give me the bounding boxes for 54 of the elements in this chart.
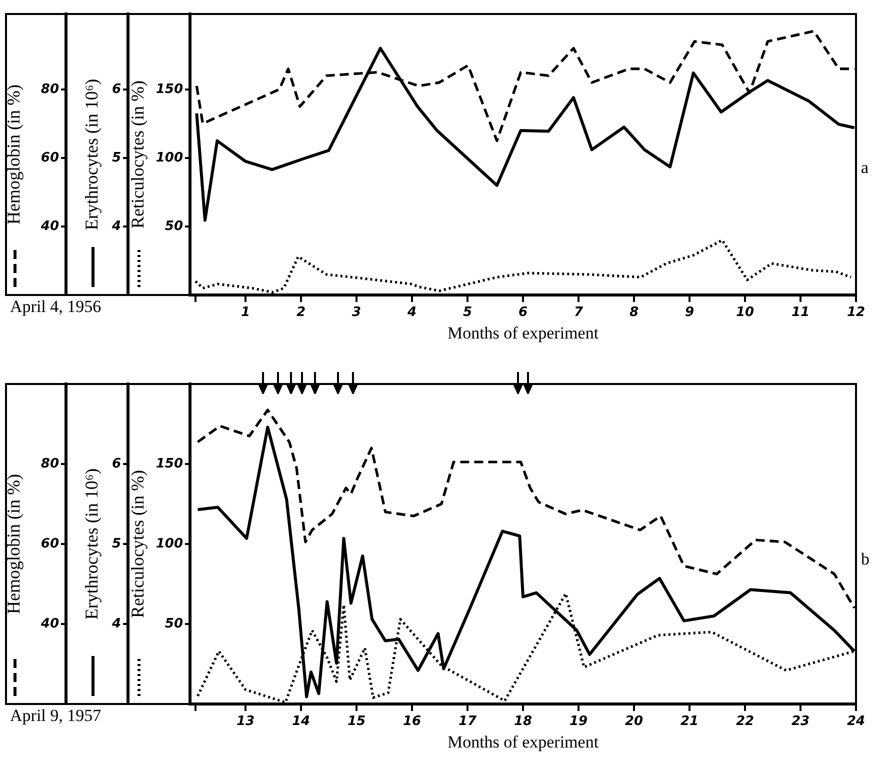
y3-tick-label: 6 (112, 82, 121, 97)
x-tick-label: 11 (791, 305, 810, 320)
text: April 4, 1956 (10, 296, 102, 316)
x-axis-title: Months of experiment (447, 732, 599, 752)
y3-tick-label: 5 (112, 536, 121, 552)
x-tick-label: 14 (292, 714, 310, 730)
x-tick-label: 12 (846, 305, 866, 320)
y-axis-title: Reticulocytes (in %) (128, 80, 148, 228)
x-tick-label: 6 (518, 305, 528, 320)
y-tick-label: 150 (156, 456, 183, 472)
x-tick-label: 9 (684, 305, 694, 320)
x-tick-label: 18 (514, 714, 532, 730)
x-tick-label: 15 (347, 714, 366, 730)
y2-tick-label: 60 (40, 536, 59, 552)
y-axis-title: Reticulocytes (in %) (128, 470, 148, 618)
y-tick-label: 100 (156, 150, 183, 166)
y-tick-label: 50 (164, 218, 183, 234)
x-tick-label: 21 (680, 714, 699, 730)
x-tick-label: 1 (240, 305, 250, 320)
y3-axis-title: Erythrocytes (in 10⁶) (82, 78, 102, 230)
x-tick-label: 7 (574, 305, 584, 320)
y3-tick-label: 5 (112, 150, 121, 166)
y3-axis-title: Erythrocytes (in 10⁶) (82, 468, 102, 620)
x-tick-label: 2 (296, 305, 306, 320)
y3-tick-label: 4 (110, 218, 121, 234)
x-tick-label: 20 (624, 714, 644, 730)
x-tick-label: 4 (406, 305, 417, 320)
y3-tick-label: 6 (112, 456, 121, 472)
y2-axis-title: Hemoglobin (in %) (4, 474, 24, 614)
y3-tick-label: 4 (110, 616, 121, 632)
y-tick-label: 50 (164, 616, 183, 632)
x-axis-title: Months of experiment (447, 323, 599, 342)
x-tick-label: 13 (236, 714, 255, 730)
x-tick-label: 23 (791, 714, 810, 730)
x-tick-label: 24 (846, 714, 866, 730)
y2-axis-title: Hemoglobin (in %) (4, 84, 24, 224)
y2-tick-label: 40 (40, 616, 59, 632)
text: b (861, 549, 870, 568)
y2-tick-label: 80 (40, 82, 59, 97)
y2-tick-label: 40 (40, 218, 59, 234)
x-tick-label: 22 (736, 714, 754, 730)
y-tick-label: 100 (156, 536, 183, 552)
x-tick-label: 8 (629, 305, 639, 320)
x-tick-label: 16 (402, 714, 422, 730)
y2-tick-label: 60 (40, 150, 59, 166)
y-tick-label: 150 (156, 82, 183, 97)
x-tick-label: 10 (736, 305, 754, 320)
text: April 9, 1957 (10, 706, 102, 725)
text: a (861, 158, 869, 178)
x-tick-label: 3 (352, 305, 362, 320)
x-tick-label: 5 (462, 305, 472, 320)
x-tick-label: 19 (569, 714, 588, 730)
y2-tick-label: 80 (40, 456, 59, 472)
x-tick-label: 17 (458, 714, 478, 730)
